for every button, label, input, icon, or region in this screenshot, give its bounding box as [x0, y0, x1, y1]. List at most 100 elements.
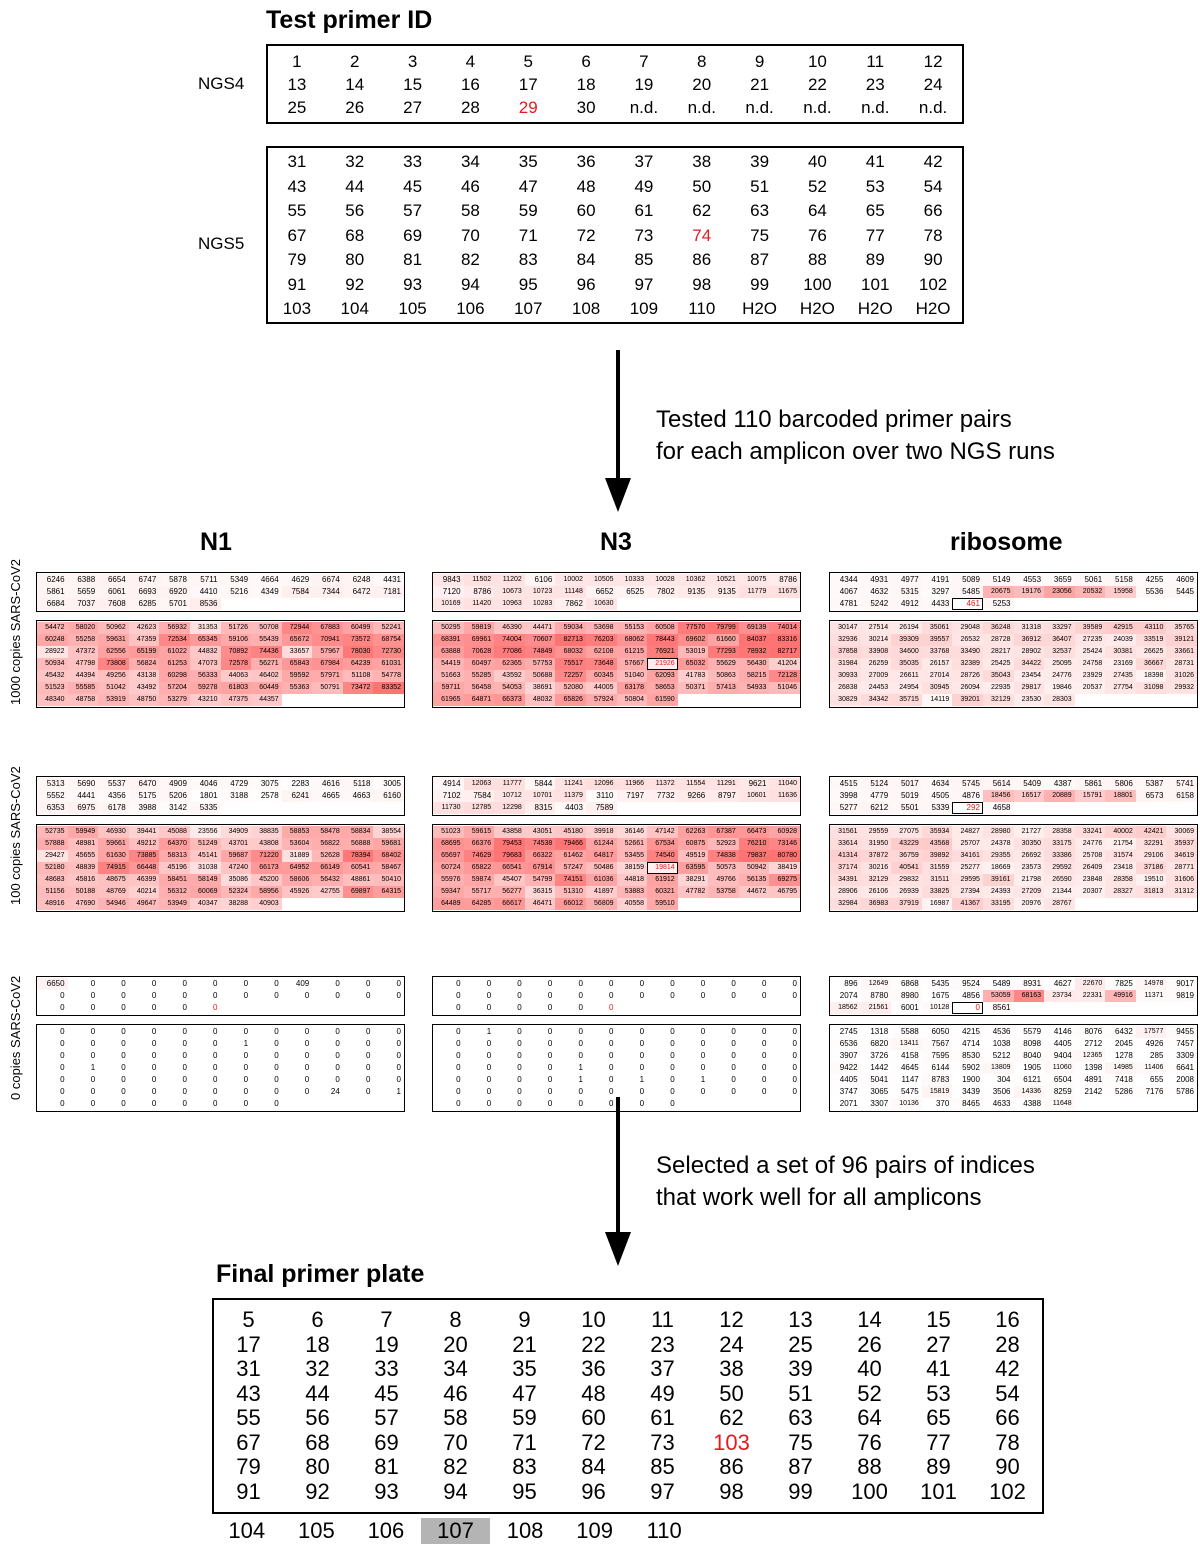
heatmap-cell: 4627 — [1044, 978, 1075, 990]
final-plate-cell: 55 — [236, 1405, 261, 1430]
heatmap-cell: 23929 — [1074, 670, 1106, 682]
heatmap-cell: 5701 — [159, 598, 190, 610]
heatmap-cell: 74838 — [708, 850, 739, 862]
heatmap-cell — [647, 598, 678, 610]
heatmap-cell: 0 — [677, 978, 709, 990]
heatmap-cell: 59106 — [220, 634, 252, 646]
heatmap-cell: 65672 — [281, 634, 313, 646]
heatmap-cell: 56277 — [494, 886, 525, 898]
heatmap-cell: 0 — [128, 1002, 160, 1014]
heatmap-1000-ribosome-ngs5: 30147 27514 26194 35061 29048 36248 31318 33297… — [829, 620, 1198, 708]
heatmap-cell: 5158 — [1105, 574, 1136, 586]
heatmap-cell: 41897 — [585, 886, 617, 898]
heatmap-cell: 69897 — [342, 886, 374, 898]
final-plate-cell: 69 — [374, 1429, 399, 1455]
heatmap-cell: 33768 — [921, 646, 953, 658]
heatmap-cell — [373, 598, 404, 610]
heatmap-cell: 58451 — [159, 874, 190, 886]
test-primer-title: Test primer ID — [266, 6, 433, 34]
heatmap-cell: 0 — [647, 1038, 678, 1050]
heatmap-cell: 29355 — [982, 850, 1014, 862]
heatmap-cell: 31026 — [1166, 670, 1197, 682]
ngs5-grid: 31 32 33 34 35 36 37 38 39 40 41 42 43 44 45 46 47 48 49 50… — [268, 150, 962, 322]
heatmap-cell: 3188 — [220, 790, 252, 802]
heatmap-cell: 3110 — [585, 790, 617, 802]
primer-id-cell: 85 — [634, 250, 654, 269]
heatmap-1000-n3-ngs4: 9843 11502 11202 6106 10002 10505 10333 10028 10… — [432, 572, 801, 612]
heatmap-cell: 6652 — [585, 586, 617, 598]
primer-id-cell: 33 — [403, 152, 423, 171]
final-plate-cell: 20 — [443, 1331, 468, 1357]
heatmap-cell: 0 — [585, 1050, 617, 1062]
heatmap-cell: 64239 — [342, 658, 374, 670]
heatmap-cell — [1135, 1002, 1167, 1014]
heatmap-cell: 59874 — [463, 874, 495, 886]
heatmap-cell: 60508 — [647, 622, 678, 634]
final-plate-cell: 93 — [374, 1478, 399, 1504]
heatmap-cell: 76921 — [647, 646, 678, 658]
heatmap-cell: 0 — [251, 1074, 282, 1086]
primer-id-cell: 86 — [692, 250, 712, 269]
heatmap-cell: 0 — [281, 990, 313, 1002]
heatmap-cell: 82713 — [555, 634, 586, 646]
heatmap-cell: 5806 — [1105, 778, 1136, 790]
heatmap-cell: 0 — [585, 1098, 617, 1110]
heatmap-cell: 0 — [494, 1050, 525, 1062]
final-plate-cell: 17 — [236, 1331, 261, 1357]
heatmap-cell: 64285 — [463, 898, 495, 910]
heatmap-cell: 0 — [37, 1098, 68, 1110]
final-plate-cell: 54 — [995, 1380, 1020, 1406]
heatmap-cell: 0 — [251, 1038, 282, 1050]
heatmap-cell — [708, 898, 739, 910]
final-plate-cell: 64 — [857, 1405, 882, 1430]
final-plate-cell: 89 — [926, 1454, 951, 1479]
heatmap-cell: 60928 — [769, 826, 800, 838]
arrow-2-head — [605, 1232, 631, 1266]
heatmap-cell: 56135 — [738, 874, 770, 886]
heatmap-cell: 51046 — [769, 682, 800, 694]
heatmap-cell: 27235 — [1074, 634, 1106, 646]
heatmap-cell: 43110 — [1135, 622, 1167, 634]
heatmap-cell: 0 — [128, 990, 160, 1002]
heatmap-cell: 23530 — [1013, 694, 1045, 706]
heatmap-cell: 50486 — [585, 862, 617, 874]
heatmap-cell: 60499 — [342, 622, 374, 634]
heatmap-cell: 2008 — [1166, 1074, 1197, 1086]
heatmap-cell: 1 — [373, 1086, 404, 1098]
heatmap-cell: 4781 — [830, 598, 861, 610]
heatmap-cell: 52241 — [373, 622, 404, 634]
heatmap-cell: 53604 — [281, 838, 313, 850]
heatmap-cell: 9404 — [1044, 1050, 1075, 1062]
final-plate-cell: 35 — [512, 1356, 537, 1381]
heatmap-cell: 25277 — [952, 862, 983, 874]
heatmap-cell: 53919 — [98, 694, 129, 706]
heatmap-cell — [708, 802, 739, 814]
heatmap-cell: 28922 — [37, 646, 68, 658]
heatmap-cell: 5409 — [1013, 778, 1045, 790]
heatmap-cell: 7418 — [1105, 1074, 1136, 1086]
final-plate-cell: 56 — [305, 1405, 330, 1430]
heatmap-cell: 48340 — [37, 694, 68, 706]
heatmap-cell: 56458 — [463, 682, 495, 694]
primer-id-cell: 13 — [287, 75, 307, 94]
primer-id-cell: 77 — [865, 225, 885, 245]
heatmap-cell — [373, 694, 404, 706]
heatmap-cell: 11777 — [494, 778, 525, 790]
heatmap-cell: 4914 — [433, 778, 464, 790]
heatmap-cell: 0 — [463, 1002, 495, 1014]
final-plate-cell: 91 — [236, 1478, 261, 1504]
heatmap-cell: 11291 — [708, 778, 739, 790]
primer-id-cell: 62 — [692, 201, 712, 220]
heatmap-cell: 0 — [159, 978, 190, 990]
heatmap-cell: 31098 — [1135, 682, 1167, 694]
heatmap-cell: 33519 — [1135, 634, 1167, 646]
final-plate-title: Final primer plate — [216, 1260, 425, 1288]
heatmap-cell — [1166, 598, 1197, 610]
heatmap-cell — [616, 802, 648, 814]
heatmap-cell: 0 — [677, 990, 709, 1002]
heatmap-cell: 5614 — [982, 778, 1014, 790]
heatmap-cell: 0 — [159, 1002, 190, 1014]
heatmap-cell: 74004 — [494, 634, 525, 646]
heatmap-cell: 34600 — [891, 646, 922, 658]
heatmap-cell: 66322 — [524, 850, 556, 862]
